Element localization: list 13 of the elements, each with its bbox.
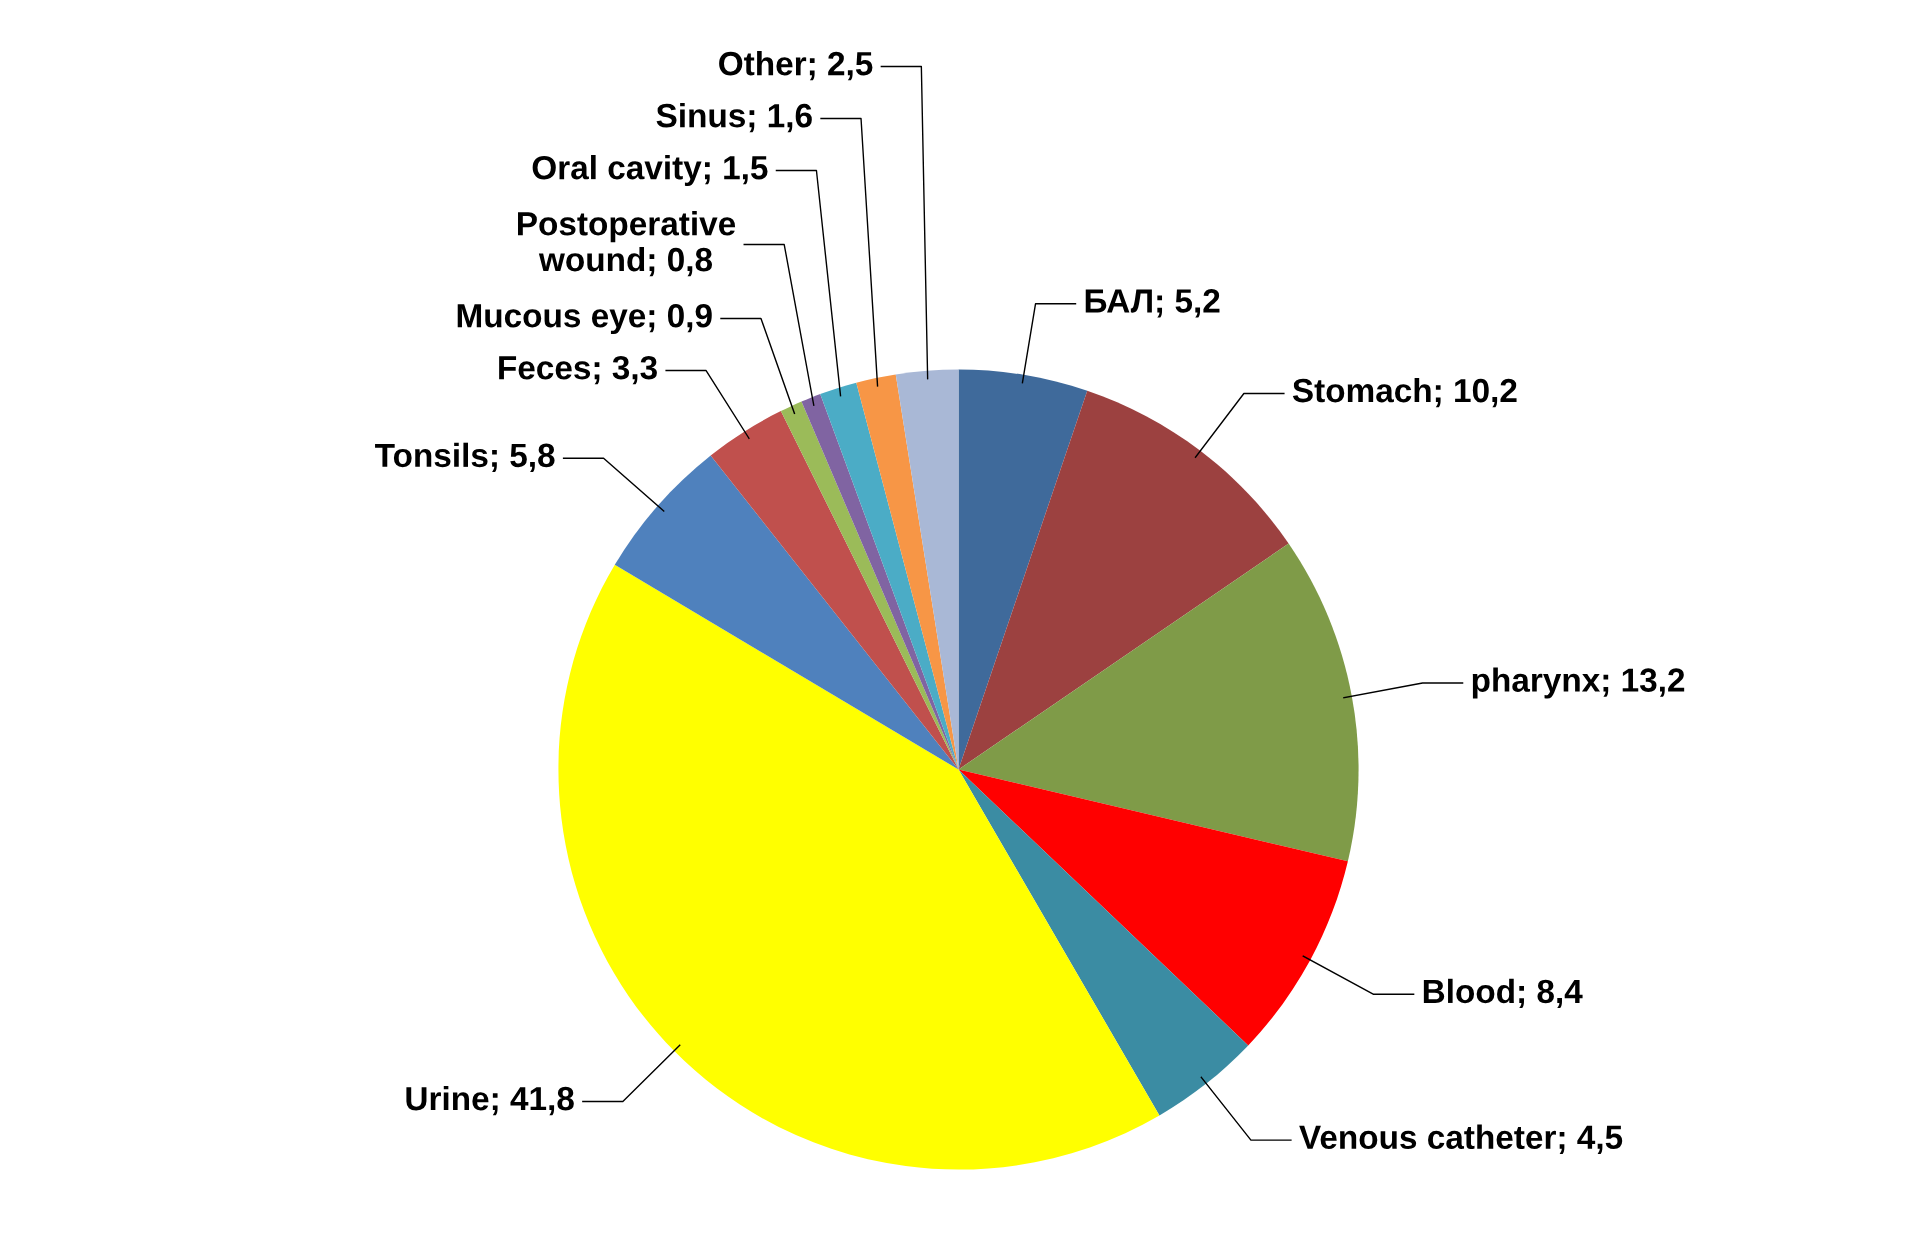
slice-label: Tonsils; 5,8 [375, 442, 555, 473]
slice-label: Mucous eye; 0,9 [457, 303, 712, 335]
slice-label: Sinus; 1,6 [656, 102, 812, 133]
slice-label: Postoperative wound; 0,8 [518, 211, 736, 277]
slice-label: pharynx; 13,2 [1472, 667, 1685, 699]
slice-label: БАЛ; 5,2 [1085, 289, 1220, 318]
slice-label: Venous catheter; 4,5 [1299, 1124, 1623, 1154]
slice-label: Oral cavity; 1,5 [532, 155, 768, 187]
slice-label: Other; 2,5 [719, 50, 873, 81]
slice-label: Stomach; 10,2 [1292, 377, 1517, 408]
slice-label: Feces; 3,3 [499, 355, 657, 385]
slice-label: Urine; 41,8 [406, 1085, 574, 1116]
slice-label: Blood; 8,4 [1423, 978, 1583, 1009]
